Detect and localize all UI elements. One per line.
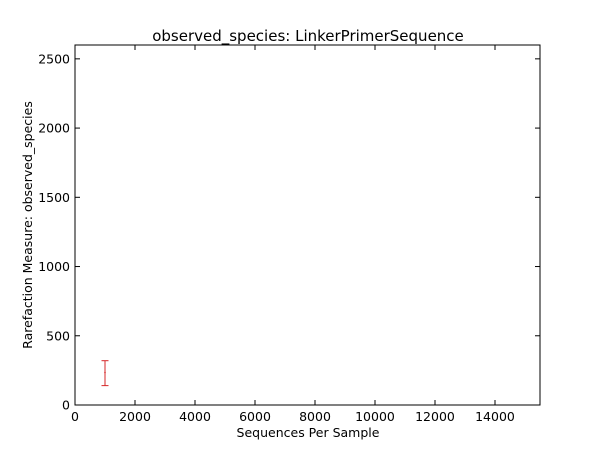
data-marks bbox=[101, 360, 109, 387]
y-tick-label: 0 bbox=[62, 398, 70, 413]
y-tick-label: 1000 bbox=[38, 259, 70, 274]
x-tick-label: 12000 bbox=[415, 409, 455, 424]
x-axis-ticks: 0 2000 4000 6000 8000 10000 12000 14000 bbox=[71, 45, 515, 424]
y-tick-label: 500 bbox=[46, 328, 70, 343]
x-tick-label: 4000 bbox=[179, 409, 211, 424]
x-tick-label: 2000 bbox=[119, 409, 151, 424]
y-tick-label: 1500 bbox=[38, 190, 70, 205]
x-tick-label: 10000 bbox=[355, 409, 395, 424]
y-axis-label: Rarefaction Measure: observed_species bbox=[20, 101, 35, 349]
x-tick-label: 6000 bbox=[239, 409, 271, 424]
chart-title: observed_species: LinkerPrimerSequence bbox=[152, 27, 464, 46]
x-tick-label: 0 bbox=[71, 409, 79, 424]
y-axis-ticks: 0 500 1000 1500 2000 2500 bbox=[38, 51, 540, 413]
data-point bbox=[104, 371, 106, 374]
x-tick-label: 8000 bbox=[299, 409, 331, 424]
y-tick-label: 2000 bbox=[38, 121, 70, 136]
x-axis-label: Sequences Per Sample bbox=[237, 425, 380, 440]
x-tick-label: 14000 bbox=[475, 409, 515, 424]
plot-frame bbox=[74, 44, 541, 406]
y-tick-label: 2500 bbox=[38, 51, 70, 66]
